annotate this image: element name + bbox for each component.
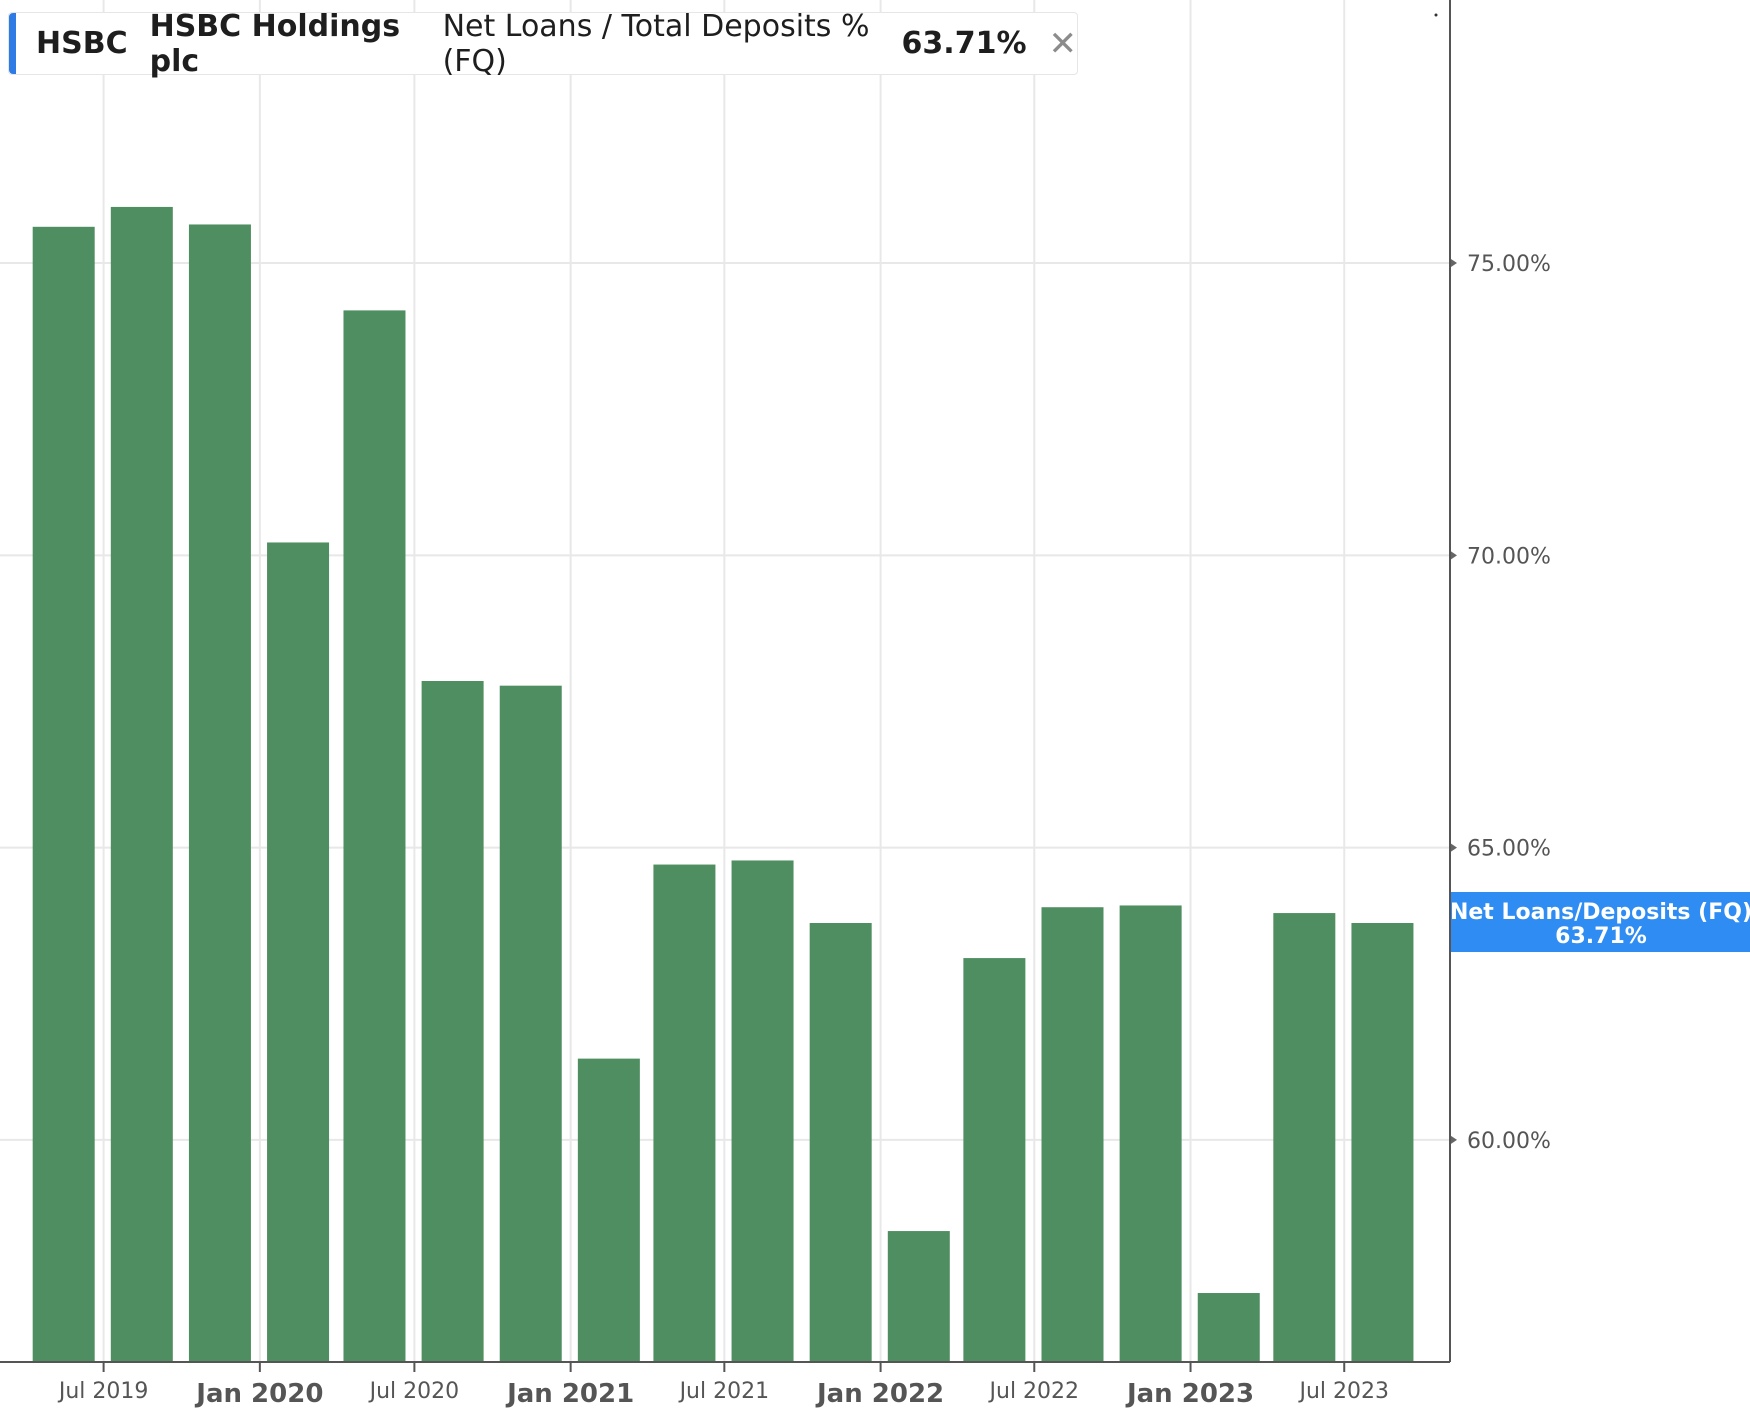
x-tick-label: Jan 2020 (194, 1379, 323, 1409)
last-value-tag-label: Net Loans/Deposits (FQ) (1450, 900, 1750, 925)
bar (1119, 905, 1182, 1362)
legend-header: HSBC HSBC Holdings plc Net Loans / Total… (8, 9, 1078, 79)
y-tick-mark (1451, 551, 1457, 560)
bar (32, 226, 95, 1362)
x-tick-label: Jan 2022 (815, 1379, 944, 1409)
bar (887, 1231, 950, 1362)
corner-dot (1434, 13, 1438, 17)
company-name: HSBC Holdings plc (149, 8, 401, 79)
bar (653, 864, 716, 1362)
bar (1197, 1293, 1260, 1362)
bar (1041, 907, 1104, 1362)
bar (499, 685, 562, 1362)
bar (963, 958, 1026, 1362)
legend-accent-bar (9, 13, 16, 74)
bar (809, 923, 872, 1362)
bar (188, 224, 251, 1363)
x-tick-label: Jul 2020 (368, 1379, 460, 1404)
x-tick-label: Jul 2022 (988, 1379, 1080, 1404)
metric-value: 63.71% (901, 26, 1027, 61)
bar (343, 310, 406, 1362)
last-value-tag-value: 63.71% (1555, 924, 1647, 949)
x-tick-label: Jan 2021 (505, 1379, 634, 1409)
ticker-symbol[interactable]: HSBC (35, 26, 128, 61)
bars (32, 206, 1414, 1363)
bar (267, 542, 330, 1362)
x-tick-label: Jan 2023 (1125, 1379, 1254, 1409)
last-value-tag: Net Loans/Deposits (FQ)63.71% (1450, 892, 1750, 953)
y-tick-mark (1451, 1135, 1457, 1144)
close-icon[interactable]: ✕ (1048, 23, 1078, 64)
bar (577, 1058, 640, 1362)
y-tick-label: 60.00% (1467, 1129, 1551, 1154)
bar (1351, 923, 1414, 1362)
bar (421, 681, 484, 1362)
metric-name: Net Loans / Total Deposits % (FQ) (442, 8, 870, 79)
y-tick-mark (1451, 259, 1457, 268)
y-tick-label: 75.00% (1467, 252, 1551, 277)
bar (110, 206, 173, 1363)
bar (731, 860, 794, 1362)
y-tick-label: 65.00% (1467, 837, 1551, 862)
y-tick-label: 70.00% (1467, 544, 1551, 569)
x-tick-label: Jul 2021 (678, 1379, 770, 1404)
bar (1273, 913, 1336, 1362)
x-tick-label: Jul 2019 (57, 1379, 149, 1404)
last-value-tag-box (1451, 892, 1750, 953)
axes: 60.00% 65.00% 70.00% 75.00% Jul 2019 Jan 2020… (0, 0, 1551, 1409)
x-tick-label: Jul 2023 (1297, 1379, 1389, 1404)
y-tick-mark (1451, 843, 1457, 852)
